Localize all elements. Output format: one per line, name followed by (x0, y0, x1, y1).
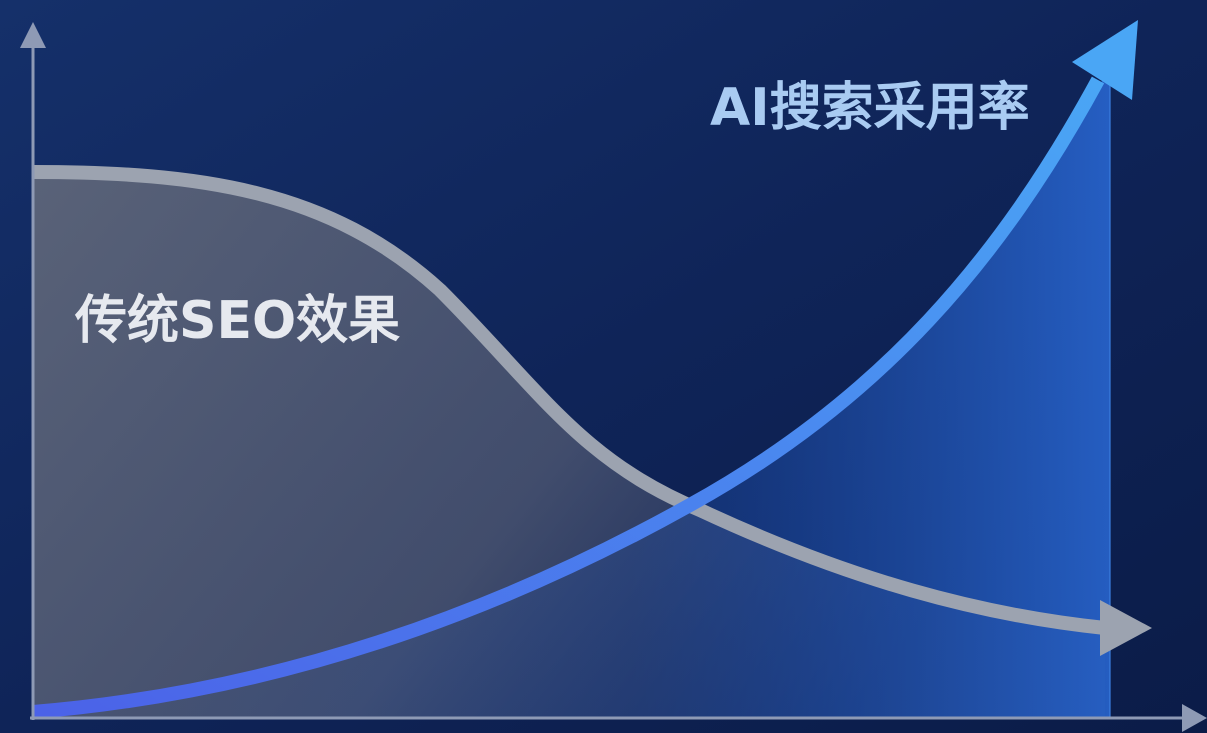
seo-label: 传统SEO效果 (74, 291, 400, 351)
ai-arrowhead (1072, 20, 1138, 100)
y-axis-arrow (20, 22, 46, 48)
ai-area (33, 67, 1110, 718)
ai-curve (32, 76, 1105, 719)
seo-curve (32, 165, 1106, 635)
seo-arrowhead (1100, 600, 1152, 656)
ai-label: AI搜索采用率 (710, 78, 1030, 138)
x-axis-arrow (1182, 704, 1207, 732)
